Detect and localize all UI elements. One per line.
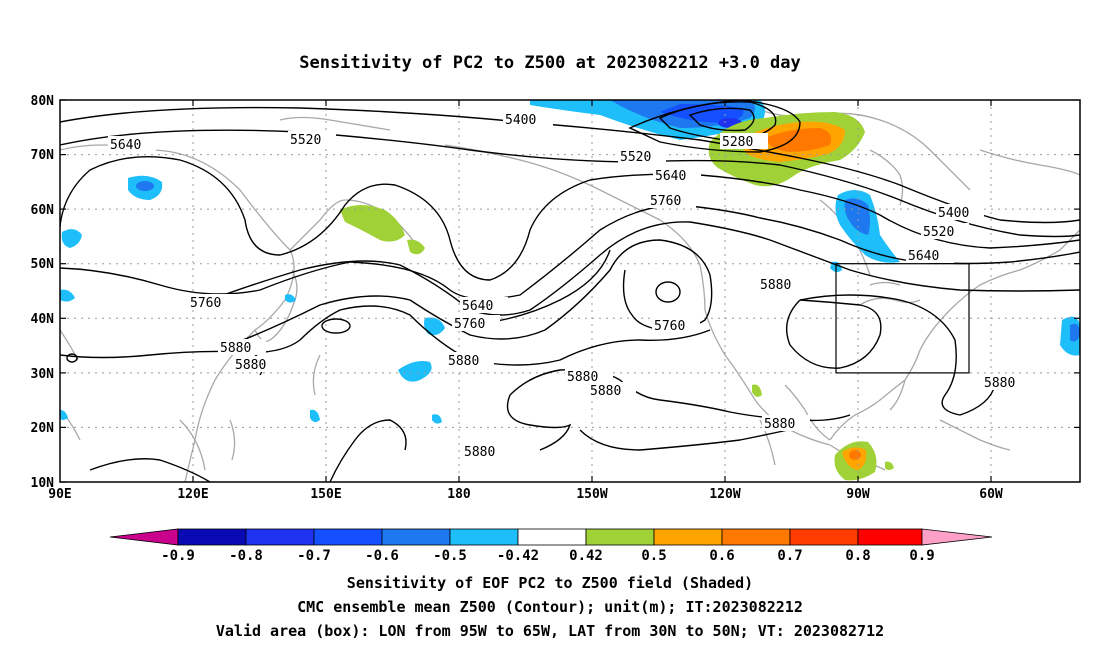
colorbar-swatch [449,528,519,546]
colorbar-swatch [585,528,655,546]
contour-label: 5880 [760,278,791,293]
lat-label: 10N [31,476,55,491]
caption-line-1: Sensitivity of EOF PC2 to Z500 field (Sh… [347,574,753,592]
lon-label: 120E [177,487,208,502]
contour-label: 5880 [448,354,479,369]
contour-label: 5520 [290,133,321,148]
colorbar-label: 0.6 [709,548,734,564]
colorbar-labels: -0.9 -0.8 -0.7 -0.6 -0.5 -0.42 0.42 0.5 … [161,548,935,564]
lat-label: 30N [31,367,55,382]
lon-label: 90W [846,487,870,502]
contour-label: 5880 [567,370,598,385]
contour-label: 5520 [620,150,651,165]
map-frame [59,99,1081,483]
colorbar-swatch [313,528,383,546]
map-panel: 5400 5520 5640 5280 5520 5640 5760 5400 … [31,94,1081,502]
lon-label: 180 [447,487,471,502]
colorbar-under-triangle [109,528,179,546]
colorbar-swatch [857,528,923,546]
contour-label: 5760 [650,194,681,209]
contour-label: 5640 [110,138,141,153]
axis-ticks [60,99,1080,483]
latitude-labels: 80N 70N 60N 50N 40N 30N 20N 10N [31,94,55,491]
gridlines [60,100,1080,482]
lon-label: 120W [709,487,740,502]
lat-label: 20N [31,421,55,436]
contour-label: 5400 [938,206,969,221]
contour-label: 5640 [655,169,686,184]
colorbar-swatch [381,528,451,546]
contour-label: 5880 [464,445,495,460]
captions: Sensitivity of EOF PC2 to Z500 field (Sh… [216,574,884,640]
contour-label: 5640 [908,249,939,264]
lon-label: 90E [48,487,71,502]
map-background [60,100,1080,482]
sensitivity-shading [60,100,1080,481]
lat-label: 40N [31,312,55,327]
contour-label: 5880 [984,376,1015,391]
contour-label: 5760 [454,317,485,332]
figure-title: Sensitivity of PC2 to Z500 at 2023082212… [299,53,801,73]
lat-label: 60N [31,203,55,218]
colorbar-label: 0.8 [845,548,870,564]
contour-label: 5760 [654,319,685,334]
caption-line-3: Valid area (box): LON from 95W to 65W, L… [216,622,884,640]
lat-label: 80N [31,94,55,109]
colorbar-swatch [517,528,587,546]
colorbar: -0.9 -0.8 -0.7 -0.6 -0.5 -0.42 0.42 0.5 … [109,528,993,564]
colorbar-label: -0.6 [365,548,399,564]
colorbar-swatch [721,528,791,546]
colorbar-label: -0.8 [229,548,263,564]
lon-label: 60W [979,487,1003,502]
contour-label: 5880 [220,341,251,356]
colorbar-label: -0.9 [161,548,195,564]
colorbar-label: 0.9 [909,548,934,564]
lon-label: 150W [576,487,607,502]
contour-label: 5520 [923,225,954,240]
caption-line-2: CMC ensemble mean Z500 (Contour); unit(m… [297,598,803,616]
contour-label: 5880 [590,384,621,399]
colorbar-label: 0.7 [777,548,802,564]
contour-label: 5880 [764,417,795,432]
colorbar-label: -0.7 [297,548,331,564]
lon-label: 150E [310,487,341,502]
colorbar-swatch [653,528,723,546]
colorbar-label: 0.42 [569,548,603,564]
colorbar-label: 0.5 [641,548,666,564]
contour-label: 5760 [190,296,221,311]
colorbar-swatch [177,528,247,546]
colorbar-label: -0.5 [433,548,467,564]
longitude-labels: 90E 120E 150E 180 150W 120W 90W 60W [48,487,1003,502]
contour-labels: 5400 5520 5640 5280 5520 5640 5760 5400 … [108,111,1030,482]
colorbar-swatch [789,528,859,546]
contour-label: 5880 [235,358,266,373]
colorbar-over-triangle [921,528,993,546]
contour-label: 5400 [505,113,536,128]
contour-label: 5640 [462,299,493,314]
lat-label: 50N [31,257,55,272]
colorbar-label: -0.42 [497,548,539,564]
lat-label: 70N [31,148,55,163]
valid-area-box [835,263,970,374]
contour-label: 5280 [722,135,753,150]
colorbar-swatch [245,528,315,546]
